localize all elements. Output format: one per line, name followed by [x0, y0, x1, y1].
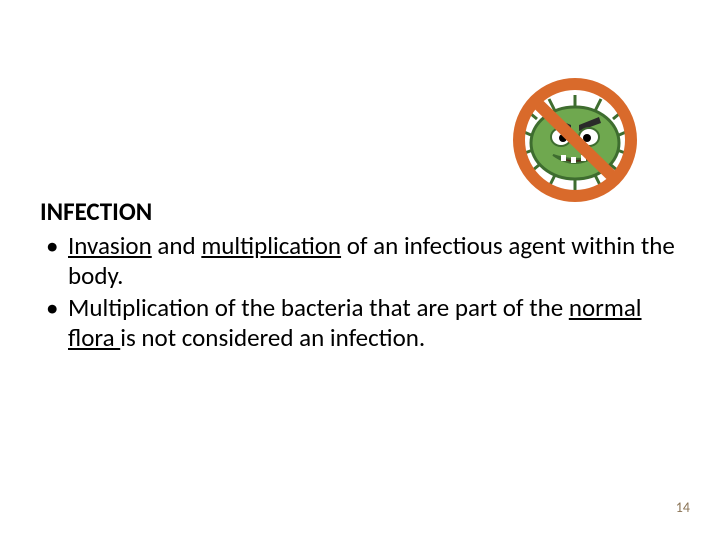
bullet-list: Invasion and multiplication of an infect… — [40, 231, 680, 353]
page-number: 14 — [676, 499, 690, 516]
list-item: Invasion and multiplication of an infect… — [40, 231, 680, 291]
slide: INFECTION Invasion and multiplication of… — [0, 0, 720, 540]
underlined-text: Invasion — [68, 230, 152, 261]
heading: INFECTION — [40, 196, 680, 227]
list-item: Multiplication of the bacteria that are … — [40, 293, 680, 353]
no-germ-icon — [495, 75, 655, 205]
text: Multiplication of the bacteria that are … — [68, 292, 569, 323]
content-block: INFECTION Invasion and multiplication of… — [40, 196, 680, 355]
text: and — [152, 230, 202, 261]
text: is not considered an infection. — [120, 322, 425, 353]
underlined-text: multiplication — [201, 230, 341, 261]
